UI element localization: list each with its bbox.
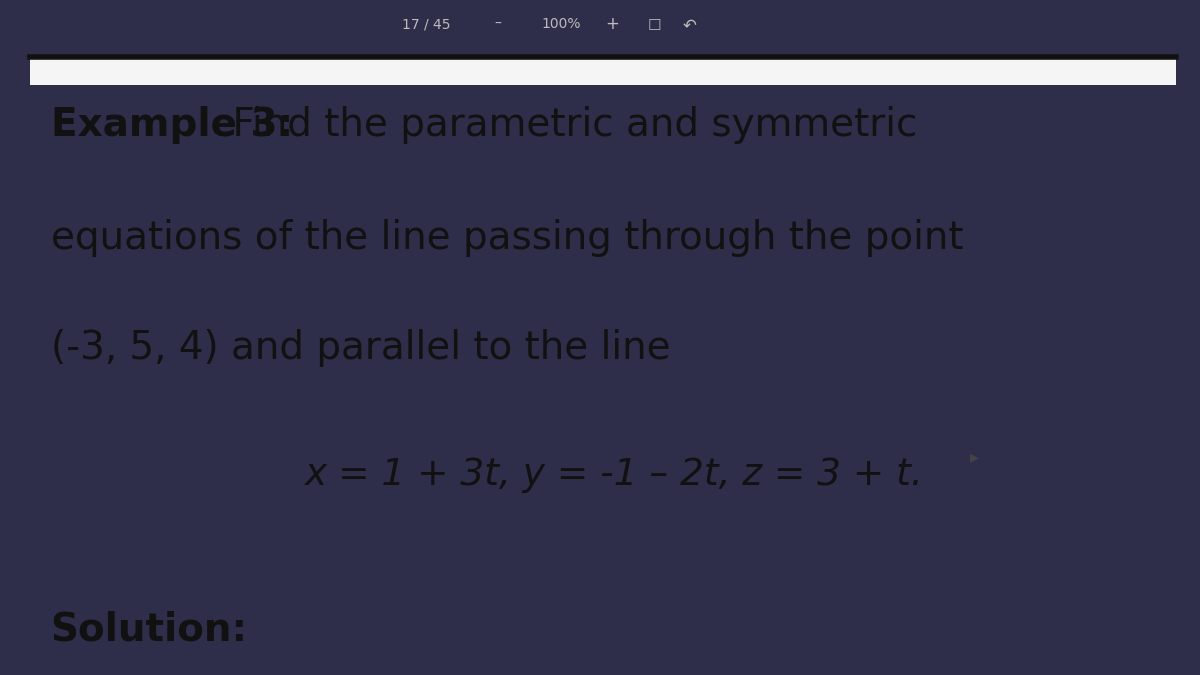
Text: Solution:: Solution: (50, 610, 247, 648)
Text: 100%: 100% (542, 18, 581, 31)
Text: Example 3:: Example 3: (50, 106, 293, 144)
Text: ☐: ☐ (647, 18, 661, 33)
Text: +: + (605, 16, 619, 33)
Text: equations of the line passing through the point: equations of the line passing through th… (50, 219, 964, 257)
Text: (-3, 5, 4) and parallel to the line: (-3, 5, 4) and parallel to the line (50, 329, 671, 367)
Bar (30, 57, 1176, 85)
Text: ↶: ↶ (683, 16, 697, 34)
Text: x = 1 + 3t, y = -1 – 2t, z = 3 + t.: x = 1 + 3t, y = -1 – 2t, z = 3 + t. (305, 458, 924, 493)
Text: ▸: ▸ (970, 448, 979, 466)
Text: Find the parametric and symmetric: Find the parametric and symmetric (221, 106, 918, 144)
Text: –: – (494, 18, 502, 31)
Text: 17 / 45: 17 / 45 (402, 18, 450, 31)
